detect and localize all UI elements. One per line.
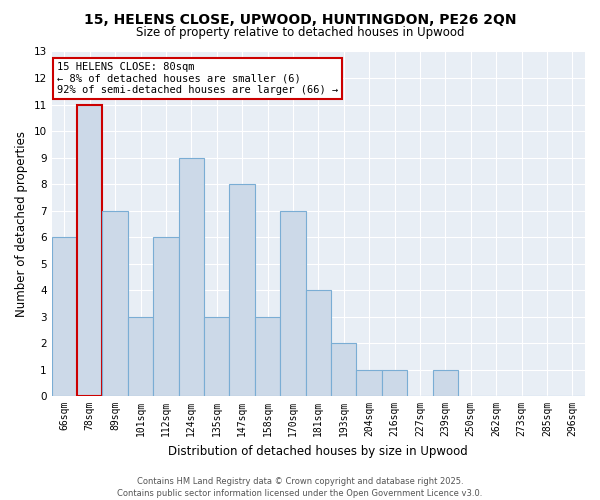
Bar bbox=[52, 237, 77, 396]
Bar bbox=[255, 316, 280, 396]
Bar bbox=[305, 290, 331, 396]
Bar bbox=[103, 210, 128, 396]
Text: 15 HELENS CLOSE: 80sqm
← 8% of detached houses are smaller (6)
92% of semi-detac: 15 HELENS CLOSE: 80sqm ← 8% of detached … bbox=[57, 62, 338, 95]
Bar bbox=[229, 184, 255, 396]
Bar bbox=[331, 343, 356, 396]
Text: 15, HELENS CLOSE, UPWOOD, HUNTINGDON, PE26 2QN: 15, HELENS CLOSE, UPWOOD, HUNTINGDON, PE… bbox=[84, 12, 516, 26]
Bar bbox=[204, 316, 229, 396]
Bar bbox=[128, 316, 153, 396]
Bar bbox=[153, 237, 179, 396]
Text: Contains HM Land Registry data © Crown copyright and database right 2025.
Contai: Contains HM Land Registry data © Crown c… bbox=[118, 476, 482, 498]
Bar bbox=[356, 370, 382, 396]
X-axis label: Distribution of detached houses by size in Upwood: Distribution of detached houses by size … bbox=[169, 444, 468, 458]
Bar bbox=[179, 158, 204, 396]
Bar bbox=[433, 370, 458, 396]
Bar bbox=[77, 104, 103, 396]
Bar bbox=[382, 370, 407, 396]
Bar bbox=[280, 210, 305, 396]
Text: Size of property relative to detached houses in Upwood: Size of property relative to detached ho… bbox=[136, 26, 464, 39]
Y-axis label: Number of detached properties: Number of detached properties bbox=[15, 131, 28, 317]
